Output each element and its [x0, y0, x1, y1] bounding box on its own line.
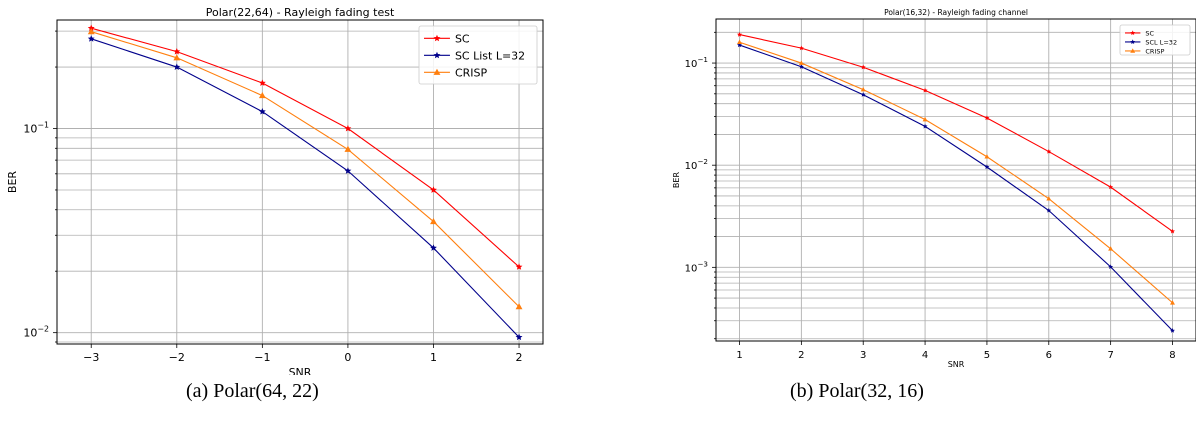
- legend-marker: [433, 68, 441, 75]
- legend-label: SC List L=32: [455, 49, 525, 62]
- x-tick-label: 1: [736, 350, 742, 361]
- series-line: [91, 31, 520, 308]
- data-point: [87, 35, 95, 42]
- series-line: [91, 38, 520, 338]
- data-point: [984, 154, 990, 159]
- data-point: [344, 145, 352, 152]
- data-point: [984, 115, 990, 121]
- data-point: [173, 63, 181, 70]
- figure: −3 −2 −1 0 1 2 10−1 10−2 Polar(22,64) - Rayleigh…: [6, 6, 1196, 375]
- x-tick-label: −2: [169, 351, 185, 364]
- chart-a: −3 −2 −1 0 1 2 10−1 10−2 Polar(22,64) - Rayleigh…: [6, 6, 544, 375]
- data-point: [798, 64, 804, 69]
- data-point: [430, 244, 437, 251]
- legend-label: SCL L=32: [1145, 38, 1177, 46]
- chart-title: Polar(22,64) - Rayleigh fading test: [206, 6, 395, 19]
- x-axis-label: SNR: [948, 360, 965, 369]
- data-point: [860, 86, 866, 92]
- plot-frame: [56, 19, 544, 345]
- x-tick-label: 3: [860, 350, 866, 361]
- data-point: [922, 116, 928, 122]
- legend-label: SC: [1145, 29, 1154, 37]
- series-line: [91, 27, 520, 268]
- data-point: [87, 24, 95, 32]
- series-line: [739, 44, 1173, 332]
- caption-b: (b) Polar(32, 16): [790, 380, 924, 402]
- y-tick-label: 10−1: [685, 55, 708, 70]
- data-point: [798, 45, 804, 51]
- data-point: [922, 123, 928, 129]
- y-axis-label: BER: [672, 172, 681, 189]
- plot-frame: [715, 18, 1196, 342]
- data-point: [737, 39, 742, 45]
- x-tick-label: 2: [516, 351, 523, 364]
- data-point: [1170, 300, 1175, 305]
- data-point: [515, 333, 523, 341]
- series-line: [739, 34, 1173, 232]
- legend-marker: [1130, 39, 1136, 45]
- data-point: [798, 60, 804, 65]
- legend-marker: [1130, 30, 1136, 36]
- x-tick-label: 7: [1107, 350, 1113, 361]
- legend-label: SC: [455, 32, 470, 45]
- x-tick-label: 4: [922, 350, 928, 361]
- x-tick-label: 8: [1169, 350, 1175, 361]
- legend-label: CRISP: [455, 66, 488, 79]
- data-point: [258, 91, 266, 99]
- data-point: [515, 303, 523, 310]
- data-point: [1108, 184, 1114, 190]
- data-point: [344, 167, 352, 174]
- chart-title: Polar(16,32) - Rayleigh fading channel: [884, 8, 1028, 17]
- x-tick-label: 2: [798, 350, 804, 361]
- data-point: [1170, 328, 1175, 333]
- x-axis-label: SNR: [289, 366, 312, 375]
- y-tick-label: 10−2: [685, 157, 708, 172]
- x-tick-label: 5: [984, 350, 990, 361]
- y-tick-label: 10−1: [23, 121, 49, 136]
- data-point: [344, 124, 352, 132]
- x-tick-label: −1: [254, 351, 270, 364]
- data-point: [173, 54, 181, 61]
- data-point: [430, 186, 437, 193]
- data-point: [1046, 196, 1052, 201]
- x-tick-label: 1: [430, 351, 437, 364]
- data-point: [515, 263, 523, 270]
- x-tick-label: 6: [1046, 350, 1052, 361]
- data-point: [737, 42, 742, 48]
- data-point: [1046, 148, 1052, 154]
- legend-marker: [433, 34, 441, 42]
- data-point: [173, 48, 181, 55]
- data-point: [1108, 246, 1114, 251]
- data-point: [87, 28, 95, 35]
- data-point: [984, 164, 990, 170]
- y-axis-label: BER: [6, 171, 19, 193]
- data-point: [258, 108, 266, 115]
- x-tick-label: −3: [83, 351, 99, 364]
- chart-b: 1 2 3 4 5 6 7 8 10−1 10−2 10−3 Polar(16,32) - Rayle…: [672, 8, 1196, 369]
- legend-marker: [1130, 48, 1136, 53]
- data-point: [922, 87, 928, 93]
- legend-marker: [433, 51, 441, 59]
- legend-label: CRISP: [1145, 47, 1164, 55]
- legend-box: [418, 25, 538, 85]
- data-point: [860, 92, 866, 97]
- y-tick-label: 10−3: [685, 259, 708, 274]
- data-point: [1046, 207, 1052, 213]
- series-line: [739, 41, 1173, 304]
- data-point: [1108, 264, 1114, 269]
- caption-a: (a) Polar(64, 22): [186, 380, 319, 402]
- data-point: [860, 64, 866, 70]
- data-point: [258, 79, 266, 86]
- data-point: [430, 217, 437, 225]
- data-point: [1170, 228, 1175, 234]
- y-tick-label: 10−2: [23, 325, 49, 340]
- data-point: [737, 31, 742, 37]
- x-tick-label: 0: [344, 351, 351, 364]
